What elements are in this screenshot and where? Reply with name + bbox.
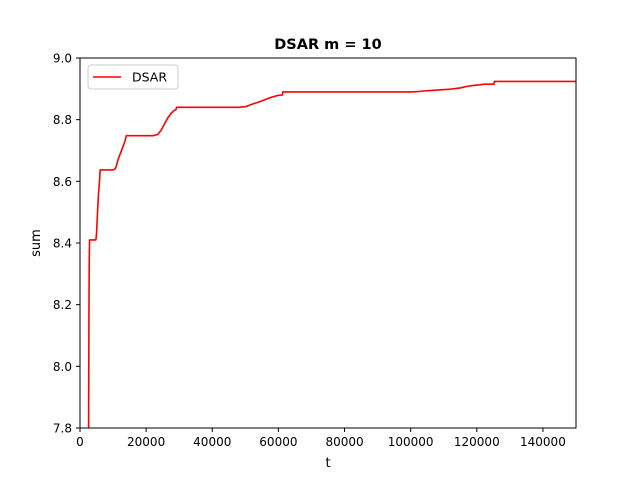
x-axis-label: t <box>325 456 330 471</box>
series-layer <box>87 80 576 429</box>
series-line-dsar <box>87 80 576 429</box>
y-tick-label: 9.0 <box>53 52 72 66</box>
x-tick-label: 0 <box>76 435 84 449</box>
x-tick-label: 120000 <box>454 435 500 449</box>
legend: DSAR <box>87 64 179 90</box>
y-tick-label: 7.8 <box>53 422 72 436</box>
chart-title: DSAR m = 10 <box>274 37 381 53</box>
x-tick-label: 80000 <box>325 435 363 449</box>
y-tick-label: 8.8 <box>53 113 72 127</box>
y-tick-label: 8.0 <box>53 360 72 374</box>
y-axis-ticks: 7.8 8.0 8.2 8.4 8.6 8.8 9.0 <box>53 52 80 436</box>
axes-background <box>80 58 576 428</box>
legend-label-dsar: DSAR <box>132 70 167 85</box>
legend-box <box>87 64 179 90</box>
y-tick-label: 8.2 <box>53 298 72 312</box>
x-axis-ticks: 0 20000 40000 60000 80000 100000 120000 140000 <box>76 428 566 449</box>
y-tick-label: 8.6 <box>53 175 72 189</box>
x-tick-label: 100000 <box>388 435 434 449</box>
y-axis-label: sum <box>29 229 44 257</box>
x-tick-label: 20000 <box>127 435 165 449</box>
x-tick-label: 40000 <box>193 435 231 449</box>
x-tick-label: 140000 <box>520 435 566 449</box>
y-tick-label: 8.4 <box>53 237 72 251</box>
plot-area: 0 20000 40000 60000 80000 100000 120000 140000 … <box>53 52 577 449</box>
x-tick-label: 60000 <box>259 435 297 449</box>
